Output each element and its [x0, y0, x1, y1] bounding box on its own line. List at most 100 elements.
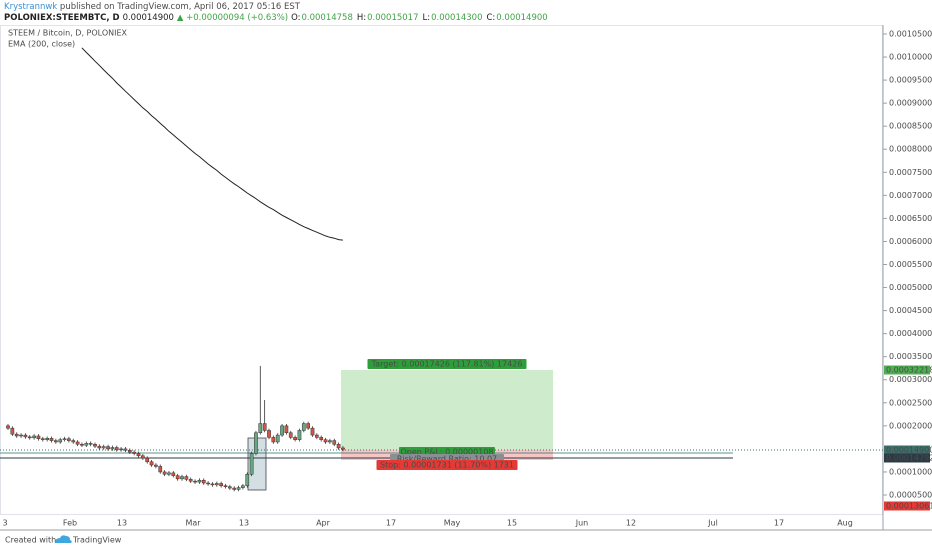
candle-body	[123, 448, 128, 451]
candle-body	[241, 485, 245, 488]
candle-body	[84, 443, 89, 446]
x-tick-label: Jul	[707, 519, 718, 528]
legend-title: STEEM / Bitcoin, D, POLONIEX	[8, 29, 128, 38]
position-label: Risk/Reward Ratio: 10.07	[397, 455, 497, 464]
price-badge	[884, 365, 930, 375]
candle-body	[58, 439, 63, 443]
price-badge-label: 0.00014792	[886, 454, 932, 463]
candle-body	[23, 434, 28, 438]
x-tick-label: May	[444, 519, 461, 528]
candle-body	[127, 450, 132, 453]
candle-body	[106, 446, 110, 450]
ohlc: O:0.00014758 H:0.00015017 L:0.00014300 C:0.…	[291, 13, 548, 23]
candle-body	[132, 451, 137, 454]
position-badge	[376, 460, 518, 470]
candle-body	[341, 447, 345, 450]
candle-body	[45, 438, 49, 440]
candle-body	[88, 443, 93, 445]
candle-body	[328, 440, 332, 443]
candle-body	[49, 438, 54, 441]
ohlc-value: 0.00014758	[301, 13, 352, 23]
candle-body	[97, 445, 102, 449]
ohlc-label: H:	[357, 13, 366, 23]
symbol-line: POLONIEX:STEEMBTC, D 0.00014900 ▲ +0.000…	[4, 13, 548, 23]
price-badge	[884, 453, 930, 463]
brand-logo[interactable]	[55, 535, 72, 543]
candle-body	[67, 438, 71, 441]
candle-body	[171, 472, 176, 476]
legend-ema: EMA (200, close)	[8, 40, 75, 49]
header-line: Krystrannwk published on TradingView.com…	[4, 2, 301, 12]
candle-body	[54, 440, 58, 443]
position-tool	[341, 370, 553, 460]
author[interactable]: Krystrannwk	[4, 2, 57, 12]
price-badge	[884, 501, 930, 511]
footer-created: Created with	[5, 536, 56, 545]
price-badge-label: 0.00032218	[886, 366, 932, 375]
footer-brand[interactable]: TradingView	[72, 536, 122, 545]
candle-body	[310, 427, 315, 436]
x-tick-label: Feb	[63, 519, 77, 528]
position-label: Open P&L: 0.00000108	[400, 448, 493, 457]
candle-body	[315, 434, 319, 438]
candle-body	[232, 487, 237, 490]
candle-body	[162, 471, 167, 475]
symbol: POLONIEX:STEEMBTC, D	[4, 13, 120, 23]
x-tick-label: Mar	[185, 519, 201, 528]
candle-body	[10, 427, 15, 435]
candle-body	[40, 438, 45, 440]
price-badge-label: 0.00013061	[886, 502, 932, 511]
ema-line	[81, 47, 343, 241]
candle-body	[145, 457, 150, 463]
candle-body	[258, 423, 263, 434]
candle-body	[136, 453, 141, 457]
candle-body	[336, 444, 341, 449]
position-label: Stop: 0.00001731 (11.70%) 1731	[380, 461, 514, 470]
x-tick-label: 12	[626, 519, 636, 528]
candle-body	[75, 441, 80, 445]
x-tick-label: 3	[2, 519, 7, 528]
ohlc-value: 0.00014900	[496, 13, 547, 23]
candle-body	[14, 433, 19, 437]
candle-body	[180, 476, 184, 480]
candle-body	[271, 437, 276, 443]
candle-body	[219, 483, 224, 487]
price-badge	[884, 445, 930, 455]
y-tick-label: 0.00005000	[889, 490, 932, 499]
x-tick-label: 17	[774, 519, 784, 528]
published: published on TradingView.com, April 06, …	[60, 2, 301, 12]
price: 0.00014900	[123, 13, 174, 23]
position-badge	[367, 359, 527, 369]
candle-body	[6, 425, 10, 429]
candle-body	[32, 435, 36, 439]
candle-body	[62, 438, 67, 440]
candle-body	[36, 435, 41, 440]
ohlc-label: O:	[291, 13, 300, 23]
candle-body	[275, 434, 280, 443]
x-tick-label: 17	[386, 519, 396, 528]
candle-body	[188, 479, 193, 482]
x-tick-label: 15	[507, 519, 517, 528]
candle-body	[71, 440, 76, 443]
candle-body	[175, 475, 180, 480]
ohlc-value: 0.00014300	[431, 13, 482, 23]
candle-body	[228, 486, 232, 489]
candle-body	[223, 485, 228, 487]
candle-body	[101, 446, 106, 449]
candle-body	[249, 453, 254, 475]
candle-body	[114, 447, 119, 451]
